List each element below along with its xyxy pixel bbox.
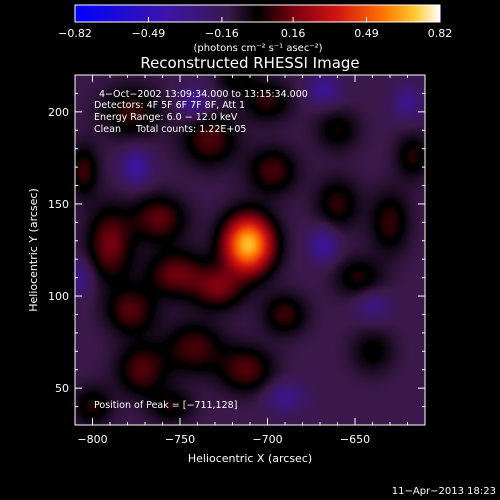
colorbar-tick-label: 0.16 [281, 27, 306, 40]
annotation-time-range: 4−Oct−2002 13:09:34.000 to 13:15:34.000 [99, 89, 308, 100]
colorbar-ticks: −0.82 −0.49 −0.16 0.16 0.49 0.82 [58, 4, 453, 40]
timestamp: 11−Apr−2013 18:23 [392, 486, 496, 497]
x-tick-label: −750 [165, 433, 195, 446]
image-area [75, 75, 425, 425]
x-tick-label: −800 [77, 433, 107, 446]
colorbar-tick-label: −0.49 [132, 27, 166, 40]
chart-title: Reconstructed RHESSI Image [140, 54, 359, 72]
y-tick-label: 200 [48, 106, 69, 119]
annotation-energy-range: Energy Range: 6.0 − 12.0 keV [94, 112, 238, 123]
x-axis-label: Heliocentric X (arcsec) [188, 452, 312, 465]
y-tick-label: 50 [55, 382, 69, 395]
colorbar-tick-label: 0.82 [428, 27, 453, 40]
colorbar-tick-label: 0.49 [354, 27, 379, 40]
x-tick-label: −700 [252, 433, 282, 446]
y-axis-label: Heliocentric Y (arcsec) [27, 188, 40, 312]
peak-position-label: Position of Peak = [−711,128] [94, 400, 237, 411]
colorbar-unit-label: (photons cm⁻² s⁻¹ asec⁻²) [193, 43, 322, 54]
y-axis: 50 100 150 200 [48, 74, 425, 408]
heatmap-image [75, 75, 425, 425]
colorbar [75, 5, 440, 22]
colorbar-frame [74, 4, 441, 23]
colorbar-tick-label: −0.16 [205, 27, 239, 40]
annotation-detectors: Detectors: 4F 5F 6F 7F 8F, Att 1 [94, 100, 245, 111]
annotation-counts: Clean Total counts: 1.22E+05 [94, 124, 246, 135]
info-annotations: 4−Oct−2002 13:09:34.000 to 13:15:34.000 … [94, 89, 308, 135]
y-tick-label: 150 [48, 198, 69, 211]
x-tick-label: −650 [340, 433, 370, 446]
y-tick-label: 100 [48, 290, 69, 303]
x-axis: −800 −750 −700 −650 [77, 75, 426, 446]
colorbar-tick-label: −0.82 [58, 27, 92, 40]
